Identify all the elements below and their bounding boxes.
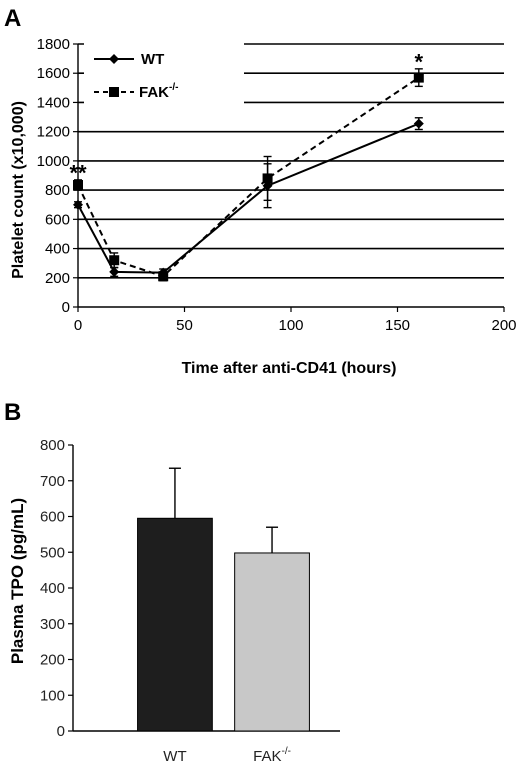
- chart-b-y-tick-label: 300: [40, 616, 65, 633]
- chart-b-y-tick-label: 200: [40, 652, 65, 669]
- panel-a-label: A: [4, 5, 21, 32]
- chart-a-y-axis-label: Platelet count (x10,000): [10, 101, 27, 279]
- legend-wt-marker: [109, 54, 119, 64]
- bar-wt: [137, 517, 213, 732]
- panel-b-label: B: [4, 399, 21, 426]
- data-point: [158, 271, 169, 282]
- chart-a-annotations: ***: [69, 49, 423, 185]
- chart-b-y-tick-label: 0: [57, 723, 65, 740]
- chart-a-series: [73, 68, 424, 282]
- legend-fak-label-sup: -/-: [169, 82, 178, 93]
- chart-a-y-tick-label: 0: [62, 299, 70, 316]
- chart-b-y-tick-label: 400: [40, 580, 65, 597]
- chart-b-x-tick-label-sup: -/-: [281, 746, 290, 757]
- chart-a-y-tick-label: 1200: [37, 124, 70, 141]
- data-point: [73, 179, 83, 190]
- chart-a-y-tick-label: 1000: [37, 153, 70, 170]
- bar-fak: [234, 552, 310, 732]
- chart-b-y-tick-labels: 0 100 200 300 400 500 600 700 800: [40, 437, 65, 740]
- chart-a-legend: WT FAK-/-: [84, 41, 244, 107]
- chart-b-y-axis-label: Plasma TPO (pg/mL): [8, 498, 27, 664]
- chart-a-y-tick-label: 1800: [37, 36, 70, 53]
- data-point: [413, 72, 424, 83]
- chart-a-axes: [73, 43, 505, 312]
- chart-a: 0 200 400 600 800 1000 1200 1400 1600 1800 0 50 100…: [10, 36, 517, 377]
- data-point: [413, 118, 424, 129]
- data-point: [73, 199, 83, 210]
- chart-a-y-tick-labels: 0 200 400 600 800 1000 1200 1400 1600 1800: [37, 36, 70, 316]
- series-line: [77, 76, 420, 278]
- chart-a-x-tick-label: 150: [385, 317, 410, 334]
- chart-b-y-tick-label: 600: [40, 509, 65, 526]
- chart-a-x-axis-label: Time after anti-CD41 (hours): [182, 360, 397, 377]
- significance-marker: **: [69, 160, 87, 185]
- chart-b-x-tick-label: WT: [163, 748, 186, 765]
- chart-a-y-tick-label: 1600: [37, 65, 70, 82]
- legend-fak-label: FAK-/-: [139, 82, 178, 101]
- data-point: [109, 255, 120, 266]
- chart-a-y-tick-label: 600: [45, 211, 70, 228]
- chart-a-x-tick-label: 50: [176, 317, 193, 334]
- chart-b-y-tick-label: 100: [40, 687, 65, 704]
- series-line: [77, 122, 420, 274]
- chart-b-x-tick-label-main: FAK: [253, 748, 281, 765]
- chart-b-x-tick-label: FAK-/-: [253, 746, 291, 765]
- chart-a-x-tick-label: 200: [491, 317, 516, 334]
- chart-b: 0 100 200 300 400 500 600 700 800 WT FAK-/- Plasm…: [8, 437, 340, 765]
- chart-b-y-tick-label: 700: [40, 473, 65, 490]
- legend-fak-marker: [109, 87, 119, 97]
- chart-b-y-tick-label: 800: [40, 437, 65, 454]
- chart-b-x-tick-label-main: WT: [163, 748, 186, 765]
- significance-marker: *: [415, 49, 424, 74]
- data-point: [109, 266, 120, 277]
- legend-fak-label-main: FAK: [139, 84, 169, 101]
- data-point: [262, 173, 273, 184]
- series-fak: [73, 68, 424, 282]
- chart-a-y-tick-label: 400: [45, 241, 70, 258]
- chart-b-bars: [137, 467, 310, 732]
- chart-a-x-tick-label: 0: [74, 317, 82, 334]
- chart-a-x-tick-label: 100: [278, 317, 303, 334]
- chart-b-y-tick-label: 500: [40, 544, 65, 561]
- legend-wt-label: WT: [141, 51, 164, 68]
- chart-a-x-tick-labels: 0 50 100 150 200: [74, 317, 517, 334]
- chart-a-y-tick-label: 200: [45, 270, 70, 287]
- chart-a-y-tick-label: 1400: [37, 94, 70, 111]
- chart-b-x-tick-labels: WT FAK-/-: [163, 746, 291, 765]
- chart-a-y-tick-label: 800: [45, 182, 70, 199]
